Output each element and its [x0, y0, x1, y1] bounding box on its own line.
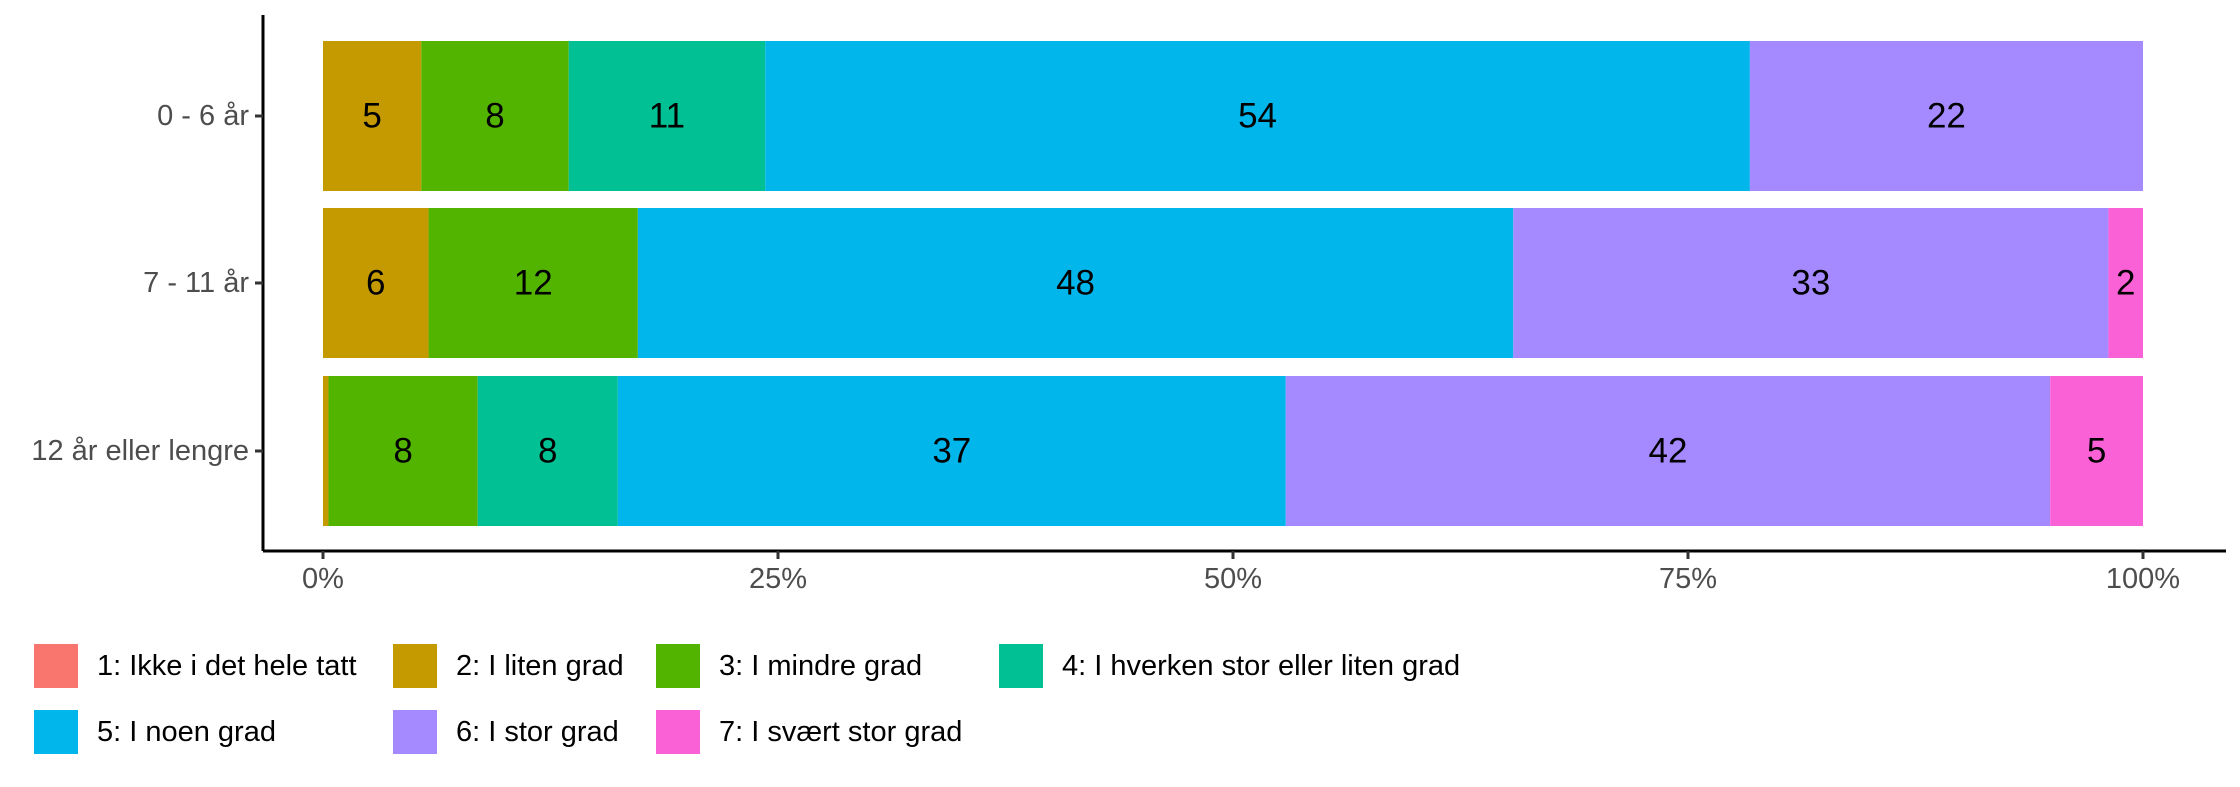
legend-label-4: 4: I hverken stor eller liten grad: [1062, 650, 1460, 682]
bar-labels-group: 5 8 11 54 22 6 12 48 33 2 8 8 37 42 5: [362, 97, 2135, 471]
legend: 1: Ikke i det hele tatt 2: I liten grad 3:…: [34, 644, 1460, 754]
x-tick-label: 100%: [2106, 563, 2180, 595]
legend-label-3: 3: I mindre grad: [719, 650, 922, 682]
legend-label-5: 5: I noen grad: [97, 716, 276, 748]
legend-swatch-3: [656, 644, 700, 688]
x-tick-label: 25%: [749, 563, 807, 595]
bar-label-7-11-r-series-7: 2: [2116, 264, 2135, 303]
x-tick-label: 50%: [1204, 563, 1262, 595]
legend-label-1: 1: Ikke i det hele tatt: [97, 650, 357, 682]
bar-label-12-r-eller-lengre-series-7: 5: [2087, 432, 2106, 471]
y-tick-label: 7 - 11 år: [143, 267, 249, 299]
legend-label-7: 7: I svært stor grad: [719, 716, 962, 748]
bar-label-0-6-r-series-3: 8: [485, 97, 504, 136]
bar-label-12-r-eller-lengre-series-4: 8: [538, 432, 557, 471]
bar-0-6-r-series-2: [323, 41, 422, 191]
x-tick-label: 0%: [302, 563, 344, 595]
bar-label-0-6-r-series-6: 22: [1927, 97, 1966, 136]
bar-7-11-r-series-2: [323, 208, 429, 358]
legend-swatch-4: [999, 644, 1043, 688]
bar-label-7-11-r-series-3: 12: [514, 264, 553, 303]
bar-12-r-eller-lengre-series-3: [328, 376, 478, 526]
y-axis-ticks: 0 - 6 år 7 - 11 år 12 år eller lengre: [31, 100, 263, 467]
bar-0-6-r-series-4: [568, 41, 766, 191]
legend-swatch-6: [393, 710, 437, 754]
legend-swatch-2: [393, 644, 437, 688]
legend-swatch-1: [34, 644, 78, 688]
bar-12-r-eller-lengre-series-5: [617, 376, 1286, 526]
y-tick-label: 0 - 6 år: [157, 100, 249, 132]
bar-7-11-r-series-3: [428, 208, 638, 358]
bar-7-11-r-series-5: [637, 208, 1514, 358]
x-tick-label: 75%: [1659, 563, 1717, 595]
bar-label-12-r-eller-lengre-series-5: 37: [932, 432, 971, 471]
bar-label-0-6-r-series-2: 5: [362, 97, 381, 136]
bar-0-6-r-series-6: [1749, 41, 2143, 191]
bar-12-r-eller-lengre-series-4: [477, 376, 618, 526]
bar-12-r-eller-lengre-series-7: [2050, 376, 2143, 526]
legend-label-2: 2: I liten grad: [456, 650, 624, 682]
bar-label-0-6-r-series-4: 11: [649, 97, 685, 136]
bar-7-11-r-series-7: [2108, 208, 2143, 358]
legend-swatch-7: [656, 710, 700, 754]
legend-swatch-5: [34, 710, 78, 754]
bar-label-7-11-r-series-5: 48: [1056, 264, 1095, 303]
bar-0-6-r-series-3: [421, 41, 569, 191]
legend-label-6: 6: I stor grad: [456, 716, 619, 748]
bar-12-r-eller-lengre-series-6: [1285, 376, 2051, 526]
bar-12-r-eller-lengre-series-2: [323, 376, 329, 526]
bars-group: [323, 41, 2143, 526]
bar-label-12-r-eller-lengre-series-3: 8: [393, 432, 412, 471]
y-tick-label: 12 år eller lengre: [31, 435, 249, 467]
x-axis-ticks: 0% 25% 50% 75% 100%: [302, 551, 2180, 595]
bar-0-6-r-series-5: [765, 41, 1750, 191]
bar-label-7-11-r-series-6: 33: [1791, 264, 1830, 303]
bar-7-11-r-series-6: [1513, 208, 2109, 358]
bar-label-7-11-r-series-2: 6: [366, 264, 385, 303]
bar-label-12-r-eller-lengre-series-6: 42: [1649, 432, 1688, 471]
bar-label-0-6-r-series-5: 54: [1238, 97, 1277, 136]
